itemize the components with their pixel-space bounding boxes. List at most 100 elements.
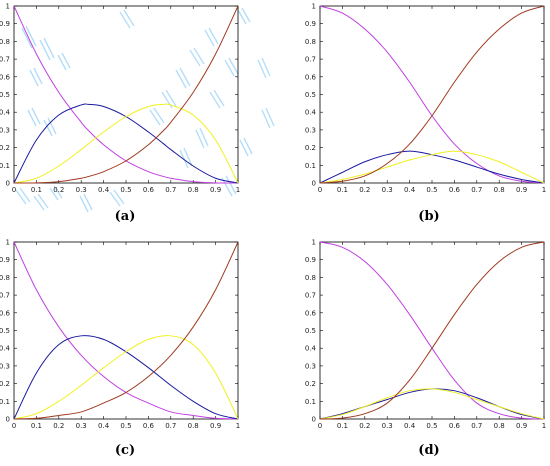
y-tick-label: 0.7 (305, 292, 316, 300)
watermark-stroke (189, 49, 201, 67)
y-tick-label: 0.5 (305, 91, 316, 99)
chart-panel-a: 0 0.1 0.2 0.3 0.4 0.5 0.6 0.7 0.8 0.9 1 0 0.1 0.2 0.3 0… (0, 0, 275, 233)
series-line-yellow (319, 150, 545, 184)
y-tick-label: 0.5 (0, 327, 10, 335)
watermark-stroke (113, 189, 125, 205)
y-tick-label: 0.6 (305, 73, 317, 81)
series-line-red (319, 5, 545, 184)
series-line-blue (13, 335, 239, 420)
watermark-stroke (199, 127, 209, 147)
x-tick-label: 0.8 (188, 422, 199, 430)
y-tick-label: 0.3 (305, 126, 316, 134)
y-tick-label: 1 (6, 239, 10, 247)
series-line-yellow (13, 335, 239, 420)
watermark-stroke (179, 67, 191, 87)
y-tick-label: 0.2 (305, 380, 316, 388)
watermark-stroke (33, 195, 45, 211)
watermark-stroke (29, 69, 39, 87)
x-tick-label: 1 (236, 186, 240, 194)
x-tick-label: 0.5 (426, 422, 437, 430)
y-tick-label: 0.5 (0, 91, 10, 99)
x-tick-label: 0.1 (337, 422, 348, 430)
watermark-stroke (243, 137, 253, 155)
y-tick-label: 0.2 (305, 144, 316, 152)
x-tick-label: 0.3 (382, 186, 393, 194)
x-tick-label: 0.4 (98, 422, 110, 430)
chart-panel-c: 0 0.1 0.2 0.3 0.4 0.5 0.6 0.7 0.8 0.9 1 0 0.1 0.2 0.3 0… (0, 233, 275, 466)
y-tick-label: 0 (312, 180, 316, 188)
y-tick-label: 0.5 (305, 327, 316, 335)
y-tick-label: 0.2 (0, 380, 10, 388)
x-tick-label: 0.2 (359, 422, 370, 430)
watermark-stroke (47, 117, 57, 135)
watermark-stroke (31, 107, 41, 125)
y-tick-label: 0.1 (0, 398, 10, 406)
series-line-yellow (319, 388, 545, 420)
watermark-stroke (257, 59, 267, 79)
x-tick-label: 0.6 (143, 422, 155, 430)
y-tick-label: 0.8 (0, 38, 10, 46)
y-tick-label: 0.1 (305, 162, 316, 170)
watermark-overlay (15, 7, 275, 213)
y-tick-label: 0.8 (0, 274, 10, 282)
x-tick-label: 0.2 (359, 186, 370, 194)
caption-c: (c) (114, 443, 136, 458)
x-tick-label: 0.8 (188, 186, 199, 194)
y-tick-label: 0.9 (0, 20, 10, 28)
watermark-stroke (53, 185, 63, 199)
y-tick-label: 1 (312, 3, 316, 11)
x-tick-label: 0.1 (31, 422, 42, 430)
y-tick-label: 0.2 (0, 144, 10, 152)
watermark-stroke (43, 37, 55, 59)
axes-frame (319, 5, 545, 184)
x-tick-label: 0.5 (120, 422, 131, 430)
chart-svg-d: 0 0.1 0.2 0.3 0.4 0.5 0.6 0.7 0.8 0.9 1 0 0.1 0.2 0.3 0… (305, 239, 546, 431)
x-tick-label: 0.9 (210, 422, 221, 430)
y-tick-label: 0.4 (305, 345, 317, 353)
axes-frame (13, 5, 239, 184)
watermark-stroke (149, 109, 161, 126)
y-tick-label: 0 (312, 416, 316, 424)
chart-svg-c: 0 0.1 0.2 0.3 0.4 0.5 0.6 0.7 0.8 0.9 1 0 0.1 0.2 0.3 0… (0, 239, 240, 431)
y-tick-label: 0.9 (305, 256, 316, 264)
x-tick-label: 0.5 (120, 186, 131, 194)
watermark-stroke (33, 67, 43, 85)
watermark-stroke (161, 91, 173, 109)
watermark-stroke (153, 107, 165, 124)
x-tick-label: 0.1 (337, 186, 348, 194)
y-tick-label: 0 (6, 416, 10, 424)
x-tick-label: 1 (236, 422, 240, 430)
x-tick-label: 0.3 (76, 186, 87, 194)
watermark-stroke (123, 9, 135, 27)
x-tick-label: 1 (542, 186, 546, 194)
x-tick-label: 0 (318, 422, 322, 430)
x-tick-label: 0.5 (426, 186, 437, 194)
watermark-stroke (221, 177, 233, 197)
y-tick-label: 0.8 (305, 274, 316, 282)
watermark-stroke (15, 189, 27, 205)
y-tick-label: 0.4 (0, 109, 11, 117)
watermark-stroke (27, 109, 37, 127)
y-tick-label: 0.7 (0, 292, 10, 300)
watermark-stroke (43, 119, 53, 137)
x-tick-label: 0.4 (404, 186, 416, 194)
x-tick-label: 0.6 (143, 186, 155, 194)
y-tick-label: 0.9 (305, 20, 316, 28)
caption-a: (a) (114, 209, 136, 224)
watermark-stroke (237, 9, 247, 25)
caption-d: (d) (418, 443, 440, 458)
watermark-stroke (195, 129, 205, 149)
x-tick-label: 0.7 (471, 186, 482, 194)
series-line-magenta (319, 241, 545, 420)
watermark-stroke (61, 52, 71, 69)
watermark-stroke (225, 175, 237, 195)
y-tick-label: 0.3 (0, 362, 10, 370)
watermark-stroke (19, 187, 31, 203)
watermark-stroke (79, 195, 89, 213)
y-tick-label: 1 (6, 3, 10, 11)
y-tick-label: 0.8 (305, 38, 316, 46)
chart-svg-b: 0 0.1 0.2 0.3 0.4 0.5 0.6 0.7 0.8 0.9 1 0 0.1 0.2 0.3 0… (305, 3, 546, 195)
y-tick-label: 0.6 (0, 73, 11, 81)
watermark-stroke (39, 39, 51, 61)
y-tick-label: 0.6 (0, 309, 11, 317)
